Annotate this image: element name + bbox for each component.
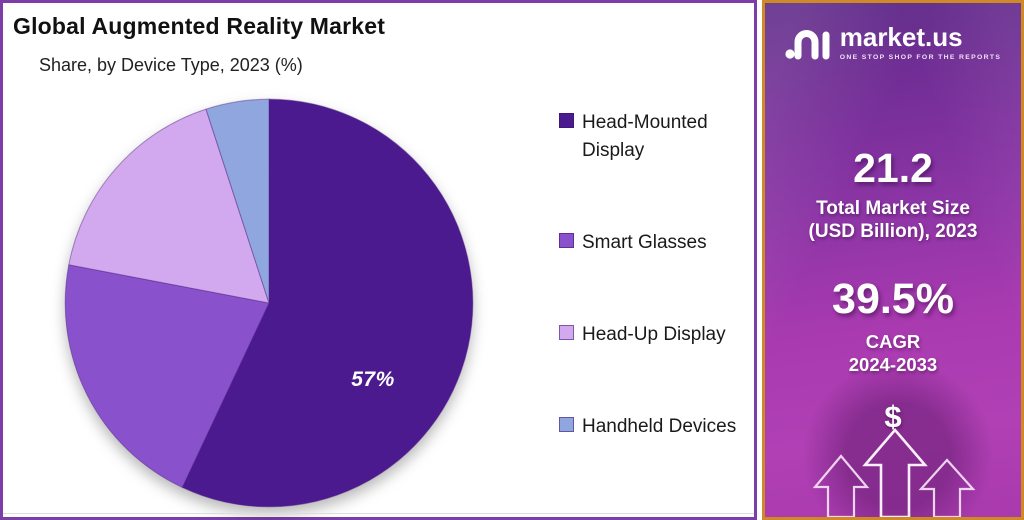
cagr-label-line2: 2024-2033 (848, 353, 938, 375)
legend-label: Smart Glasses (582, 231, 707, 253)
pie-slice-value-label: 57% (351, 368, 395, 391)
dollar-icon: $ (884, 399, 902, 434)
total-market-size-label-line1: Total Market Size (816, 198, 970, 219)
cagr-label-line1: CAGR (865, 331, 921, 352)
total-market-size-value: 21.2 (853, 145, 933, 191)
legend-label: Handheld Devices (582, 416, 737, 438)
chart-subtitle: Share, by Device Type, 2023 (%) (39, 55, 303, 75)
chart-panel: Global Augmented Reality Market Share, b… (0, 0, 757, 520)
cagr-label: CAGR 2024-2033 (765, 331, 1021, 376)
legend-item-smart-glasses: Smart Glasses (559, 229, 755, 257)
legend-swatch-icon (559, 113, 574, 128)
brand-logo: market.us ONE STOP SHOP FOR THE REPORTS (765, 23, 1021, 61)
legend-item-head-mounted-display: Head-Mounted Display (559, 109, 755, 164)
page-title: Global Augmented Reality Market (13, 13, 386, 39)
brand-sidebar: market.us ONE STOP SHOP FOR THE REPORTS … (762, 0, 1024, 520)
pie-chart: 57% (55, 89, 483, 517)
legend-item-handheld-devices: Handheld Devices (559, 413, 755, 441)
pie-slice-head-up-display (68, 108, 270, 304)
total-market-size-label: Total Market Size (USD Billion), 2023 (765, 197, 1021, 243)
cagr-value: 39.5% (832, 275, 954, 323)
brand-text: market.us ONE STOP SHOP FOR THE REPORTS (840, 24, 1002, 61)
pie-svg (64, 98, 474, 508)
legend-label: Head-Mounted Display (582, 112, 708, 161)
pie-slice-smart-glasses (64, 264, 270, 489)
legend-item-head-up-display: Head-Up Display (559, 321, 755, 349)
legend-swatch-icon (559, 417, 574, 433)
chart-legend: Head-Mounted Display Smart Glasses Head-… (559, 109, 755, 441)
legend-swatch-icon (559, 232, 574, 248)
brand-tagline: ONE STOP SHOP FOR THE REPORTS (839, 53, 1002, 61)
marketus-logo-icon (785, 30, 830, 60)
legend-swatch-icon (559, 325, 574, 341)
pie-slice-head-mounted-display (181, 98, 474, 508)
pie-slice-handheld-devices (205, 98, 270, 304)
total-market-size-label-line2: (USD Billion), 2023 (808, 221, 978, 243)
legend-label: Head-Up Display (582, 324, 726, 346)
brand-name: market.us (839, 21, 963, 52)
growth-arrows-icon (812, 428, 976, 517)
